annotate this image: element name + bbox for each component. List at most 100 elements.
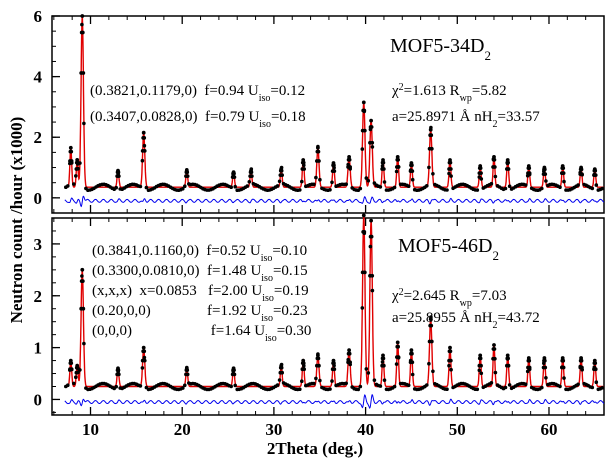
observed-point bbox=[392, 185, 397, 190]
observed-point bbox=[140, 366, 145, 370]
observed-point bbox=[503, 385, 508, 390]
observed-point bbox=[368, 244, 373, 249]
observed-point bbox=[300, 179, 304, 184]
observed-point bbox=[478, 353, 483, 358]
observed-point bbox=[493, 370, 498, 375]
observed-point bbox=[409, 348, 414, 353]
observed-point bbox=[298, 387, 302, 392]
observed-point bbox=[332, 361, 336, 365]
observed-point bbox=[138, 384, 143, 388]
observed-point bbox=[448, 167, 453, 171]
observed-point bbox=[381, 363, 386, 368]
x-tick-label: 40 bbox=[357, 420, 374, 439]
observed-point bbox=[425, 184, 429, 188]
observed-point bbox=[332, 163, 336, 168]
fit-statistic: a=25.8971 Å nH2=33.57 bbox=[392, 109, 540, 130]
observed-point bbox=[410, 163, 414, 168]
observed-point bbox=[183, 383, 187, 388]
observed-point bbox=[381, 167, 386, 171]
observed-point bbox=[579, 358, 584, 363]
observed-point bbox=[348, 165, 352, 169]
observed-point bbox=[542, 167, 547, 172]
x-tick-label: 20 bbox=[174, 420, 191, 439]
observed-point bbox=[316, 356, 321, 361]
observed-point bbox=[406, 383, 411, 388]
observed-point bbox=[347, 351, 352, 356]
observed-point bbox=[312, 381, 316, 386]
site-annotation: (0.3841,0.1160,0) f=0.52 Uiso=0.10 bbox=[92, 243, 307, 264]
observed-point bbox=[544, 376, 548, 380]
observed-point bbox=[382, 180, 387, 184]
observed-point bbox=[448, 160, 453, 165]
observed-point bbox=[300, 379, 304, 384]
observed-point bbox=[69, 159, 74, 163]
observed-point bbox=[523, 183, 528, 187]
observed-point bbox=[380, 164, 385, 168]
observed-point bbox=[429, 339, 434, 344]
observed-point bbox=[330, 180, 334, 185]
observed-point bbox=[600, 186, 605, 191]
observed-point bbox=[74, 375, 78, 380]
observed-point bbox=[317, 363, 321, 368]
observed-point bbox=[185, 170, 190, 175]
y-tick-label: 3 bbox=[34, 235, 43, 254]
observed-point bbox=[594, 380, 599, 385]
observed-point bbox=[80, 267, 85, 272]
observed-point bbox=[447, 363, 451, 368]
observed-point bbox=[277, 179, 282, 184]
observed-point bbox=[428, 127, 433, 132]
observed-point bbox=[492, 165, 497, 169]
observed-point bbox=[316, 353, 320, 358]
observed-point bbox=[506, 160, 510, 165]
site-annotation: (0.3407,0.0828,0) f=0.79 Uiso=0.18 bbox=[90, 109, 306, 130]
observed-point bbox=[394, 362, 399, 366]
observed-point bbox=[429, 146, 434, 151]
observed-point bbox=[347, 348, 351, 353]
observed-point bbox=[332, 169, 337, 174]
observed-point bbox=[116, 170, 121, 175]
observed-point bbox=[590, 186, 595, 191]
observed-point bbox=[562, 376, 566, 380]
observed-point bbox=[141, 345, 146, 350]
observed-point bbox=[347, 157, 352, 162]
observed-point bbox=[80, 22, 84, 27]
observed-point bbox=[76, 370, 80, 375]
site-annotation: (0.3300,0.0810,0) f=1.48 Uiso=0.15 bbox=[92, 263, 308, 284]
observed-point bbox=[449, 367, 453, 372]
observed-point bbox=[361, 100, 366, 105]
observed-point bbox=[185, 174, 190, 179]
observed-point bbox=[232, 372, 237, 377]
y-tick-label: 4 bbox=[34, 68, 43, 87]
observed-point bbox=[80, 14, 85, 18]
observed-point bbox=[477, 368, 482, 373]
y-tick-label: 6 bbox=[34, 7, 43, 26]
observed-point bbox=[445, 387, 449, 392]
observed-point bbox=[69, 149, 74, 154]
observed-point bbox=[66, 383, 70, 388]
observed-point bbox=[138, 184, 143, 189]
observed-point bbox=[507, 383, 512, 387]
observed-point bbox=[82, 121, 86, 126]
observed-point bbox=[593, 361, 598, 365]
x-tick-label: 10 bbox=[82, 420, 99, 439]
observed-point bbox=[366, 371, 371, 375]
observed-point bbox=[370, 145, 375, 149]
observed-point bbox=[275, 184, 280, 188]
y-tick-label: 0 bbox=[34, 390, 43, 409]
observed-point bbox=[298, 188, 302, 192]
observed-point bbox=[378, 384, 383, 388]
observed-point bbox=[140, 158, 145, 163]
observed-point bbox=[358, 384, 363, 389]
observed-point bbox=[492, 343, 496, 347]
observed-point bbox=[81, 71, 86, 75]
observed-point bbox=[561, 166, 566, 171]
observed-point bbox=[579, 167, 584, 172]
observed-point bbox=[492, 155, 496, 159]
observed-point bbox=[478, 166, 483, 171]
observed-point bbox=[448, 349, 453, 354]
panel-bottom: 0 1 2 3 10 20 30 40 50 60 MOF5-46D2 (0.3841,0.1160,… bbox=[34, 213, 605, 439]
observed-point bbox=[369, 118, 373, 123]
observed-point bbox=[249, 174, 254, 179]
observed-point bbox=[68, 145, 73, 150]
observed-point bbox=[316, 149, 321, 154]
